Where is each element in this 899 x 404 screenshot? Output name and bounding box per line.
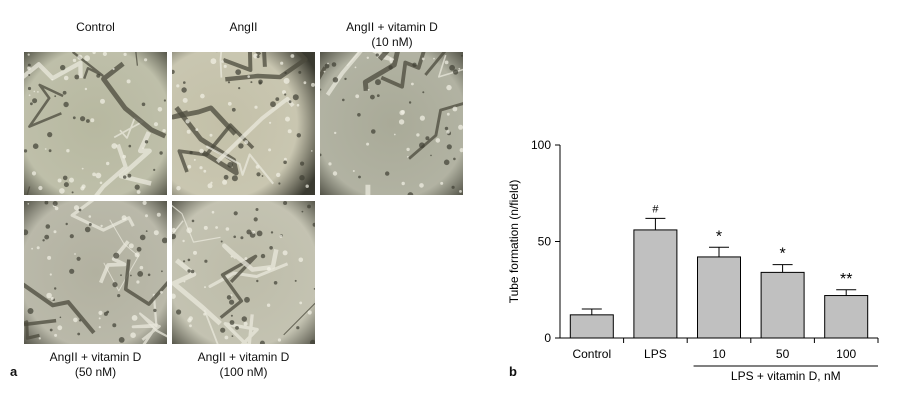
micrograph-caption: AngII + vitamin D (50 nM) [49,350,142,379]
bar [569,314,614,339]
significance-marker: * [779,246,785,263]
x-tick-label: Control [572,347,611,361]
significance-marker: # [652,203,659,215]
bar [824,295,869,339]
tube-formation-bar-chart: 0 50 100 Tube formation (n/field) Control # LP… [507,138,879,383]
micrograph-image [172,201,315,344]
x-tick-label: 10 [712,347,726,361]
bar [760,271,805,339]
x-tick-label: 100 [836,347,856,361]
significance-marker: ** [840,271,852,288]
micrograph-image [320,52,463,195]
micrograph-caption: AngII + vitamin D (10 nM) [346,20,438,49]
panel-a-letter: a [10,364,18,379]
x-tick-label: 50 [776,347,790,361]
x-tick-label: LPS [644,347,667,361]
micrograph-image [24,52,167,195]
y-tick-label: 50 [538,235,552,249]
panel-b-letter: b [509,364,517,379]
micrograph-caption: AngII + vitamin D (100 nM) [197,350,290,379]
significance-marker: * [716,228,722,245]
x-axis-label: LPS + vitamin D, nM [731,369,841,383]
y-tick-label: 100 [531,138,551,152]
micrograph-image [24,201,167,344]
micrograph-image [172,52,315,195]
bar [697,256,741,339]
micrograph-caption: Control [76,20,115,34]
bar [633,229,678,339]
y-axis-label: Tube formation (n/field) [507,180,521,304]
micrograph-caption: AngII [229,20,258,34]
y-tick-label: 0 [544,331,551,345]
